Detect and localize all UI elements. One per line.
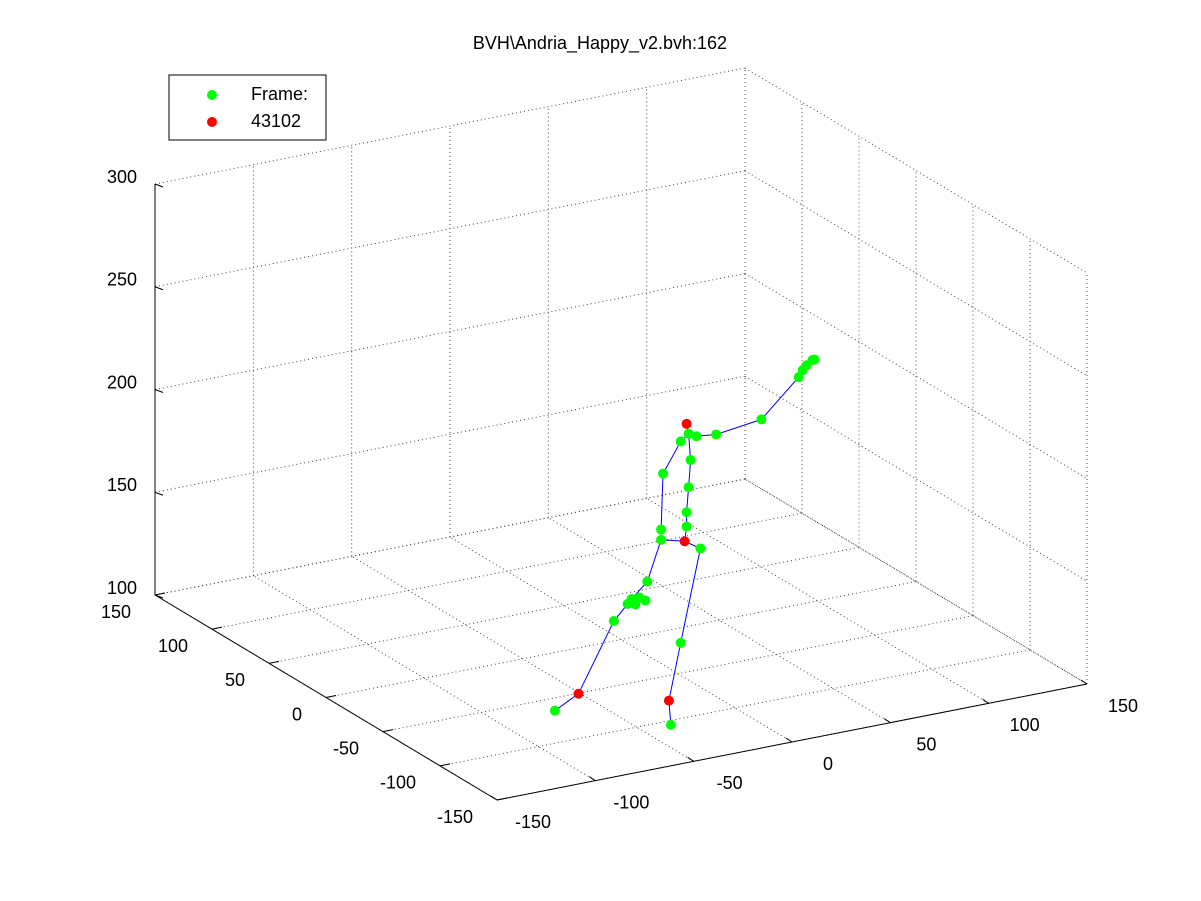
- y-tick-label: -50: [333, 738, 359, 758]
- x-tick: [982, 698, 989, 704]
- marker: [681, 418, 692, 429]
- z-tick-label: 200: [107, 372, 137, 392]
- legend-marker: [207, 90, 217, 100]
- z-tick: [154, 389, 164, 393]
- grid-line: [382, 615, 974, 733]
- z-tick: [154, 183, 164, 188]
- marker: [656, 534, 667, 545]
- marker: [642, 576, 653, 587]
- grid-line: [646, 497, 989, 704]
- grid-line: [744, 67, 1088, 274]
- marker: [756, 414, 767, 425]
- x-tick: [884, 718, 891, 724]
- marker: [675, 436, 686, 447]
- x-tick-label: 100: [1010, 715, 1040, 735]
- y-tick: [154, 592, 166, 596]
- grid-line: [154, 170, 746, 288]
- marker: [691, 431, 702, 442]
- x-tick-label: 50: [916, 734, 936, 754]
- z-tick-label: 250: [107, 270, 137, 290]
- y-tick: [211, 626, 223, 630]
- marker: [573, 688, 584, 699]
- z-tick: [154, 594, 164, 599]
- legend-label: 43102: [251, 111, 301, 131]
- legend-label: Frame:: [251, 84, 308, 104]
- marker: [685, 455, 696, 466]
- x-tick-label: -50: [717, 773, 743, 793]
- x-tick-label: -100: [613, 792, 649, 812]
- chart-title: BVH\Andria_Happy_v2.bvh:162: [473, 33, 727, 54]
- x-tick-label: -150: [515, 812, 551, 832]
- marker: [695, 543, 706, 554]
- x-tick-label: 150: [1108, 696, 1138, 716]
- y-tick-label: 0: [292, 704, 302, 724]
- marker: [683, 482, 694, 493]
- y-tick: [439, 763, 451, 767]
- y-tick-label: 150: [101, 602, 131, 622]
- grid-line: [211, 512, 803, 630]
- z-tick-label: 150: [107, 475, 137, 495]
- marker: [549, 705, 560, 716]
- marker: [656, 524, 667, 535]
- marker: [711, 429, 722, 440]
- z-tick-label: 300: [107, 167, 137, 187]
- x-tick: [1080, 679, 1088, 685]
- y-tick-label: -100: [380, 773, 416, 793]
- grid-line: [154, 478, 746, 596]
- z-tick-label: 100: [107, 578, 137, 598]
- marker: [622, 598, 633, 609]
- grid-line: [439, 649, 1031, 767]
- marker: [663, 695, 674, 706]
- marker: [658, 468, 669, 479]
- axes: 100 150 200 250 300 -150 -100 -50 0 50 100 150 -150 -…: [101, 167, 1138, 832]
- plot-area: [549, 354, 820, 730]
- x-tick: [785, 737, 793, 743]
- z-tick: [154, 286, 164, 291]
- legend-marker: [207, 117, 217, 127]
- x-tick: [490, 795, 498, 801]
- legend: Frame: 43102: [168, 74, 327, 141]
- grid-line: [268, 546, 860, 664]
- marker: [681, 521, 692, 532]
- marker: [675, 637, 686, 648]
- grid-line: [744, 170, 1088, 377]
- x-tick: [687, 756, 694, 762]
- grid-line: [744, 478, 1088, 685]
- x-tick-label: 0: [823, 754, 833, 774]
- marker: [665, 719, 676, 730]
- y-tick-label: 100: [158, 636, 188, 656]
- y-tick: [268, 660, 280, 664]
- grid-line: [154, 67, 746, 185]
- y-tick: [325, 695, 337, 698]
- z-tick: [154, 491, 164, 496]
- marker: [608, 616, 619, 627]
- y-tick-label: 50: [225, 670, 245, 690]
- marker: [681, 507, 692, 518]
- y-tick: [496, 797, 508, 801]
- grid-line: [744, 273, 1088, 479]
- y-tick-label: -150: [437, 807, 473, 827]
- grid: [154, 67, 1088, 801]
- marker: [679, 536, 690, 547]
- marker: [640, 595, 651, 606]
- x-tick: [589, 776, 596, 782]
- grid-line: [325, 581, 917, 698]
- legend-box: [168, 74, 327, 141]
- marker: [809, 354, 820, 365]
- y-tick: [382, 729, 394, 733]
- marker: [683, 428, 694, 439]
- grid-line: [744, 375, 1088, 582]
- grid-line: [154, 273, 746, 390]
- grid-line: [154, 375, 746, 493]
